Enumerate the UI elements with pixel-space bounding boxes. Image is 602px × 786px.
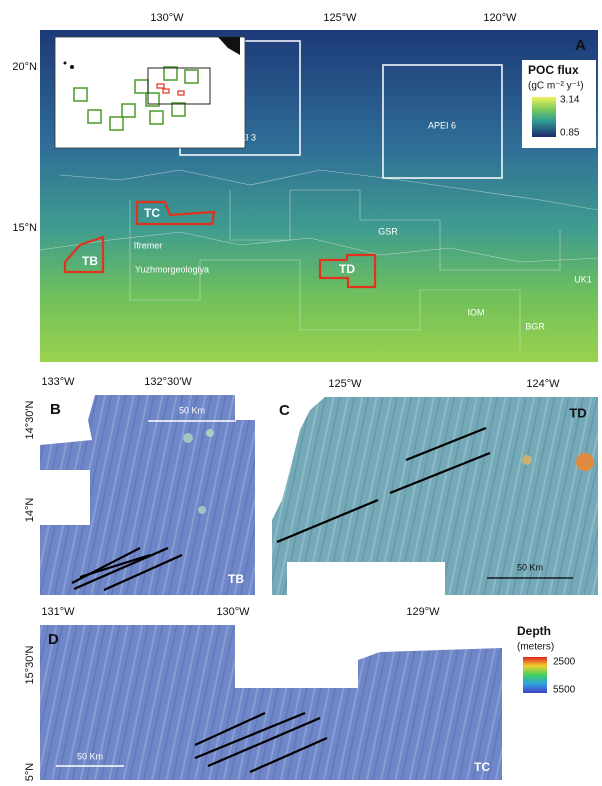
region-label: APEI 6 — [428, 120, 456, 130]
region-label: BGR — [525, 321, 545, 331]
x-label: 130°W — [150, 12, 184, 24]
scale-label: 50 Km — [517, 562, 543, 572]
site-label: TD — [569, 405, 586, 420]
legend-tick: 3.14 — [560, 95, 580, 106]
inset-map — [55, 37, 245, 148]
site-label: TB — [228, 572, 244, 586]
panel-letter: B — [50, 401, 61, 418]
x-label: 125°W — [323, 12, 357, 24]
y-label: 15°N — [12, 222, 37, 234]
scale-label: 50 Km — [77, 751, 103, 761]
legend-tick: 0.85 — [560, 128, 580, 139]
site-label: TC — [474, 760, 490, 774]
x-label: 129°W — [406, 606, 440, 618]
y-label: 20°N — [12, 61, 37, 73]
y-label: 14°N — [24, 498, 36, 523]
region-label: Yuzhmorgeologiya — [135, 264, 209, 274]
x-label: 131°W — [41, 606, 75, 618]
figure: 130°W 125°W 120°W 20°N 15°N A APEI 3 APE… — [0, 0, 602, 786]
site-label: TC — [144, 206, 160, 220]
colorbar — [532, 97, 556, 137]
site-label: TB — [82, 254, 98, 268]
x-label: 132°30'W — [144, 376, 192, 388]
legend-tick: 2500 — [553, 657, 576, 668]
region-label: Ifremer — [134, 240, 163, 250]
region-label: UK1 — [574, 274, 592, 284]
panel-b-map — [40, 395, 255, 595]
x-label: 124°W — [526, 378, 560, 390]
panel-letter: A — [575, 37, 586, 54]
panel-d-map — [40, 625, 502, 780]
legend-tick: 5500 — [553, 685, 576, 696]
legend-title: Depth — [517, 624, 551, 638]
scale-label: 50 Km — [179, 405, 205, 415]
legend-unit: (meters) — [517, 642, 554, 653]
y-label: 14°30'N — [24, 400, 36, 439]
x-label: 120°W — [483, 12, 517, 24]
x-label: 133°W — [41, 376, 75, 388]
region-label: IOM — [468, 307, 485, 317]
colorbar — [523, 657, 547, 693]
x-label: 130°W — [216, 606, 250, 618]
site-label: TD — [339, 262, 355, 276]
poc-legend: POC flux (gC m⁻² y⁻¹) 3.14 0.85 — [522, 60, 596, 148]
y-label: 15°30'N — [24, 645, 36, 684]
panel-letter: C — [279, 402, 290, 419]
panel-c-map — [272, 397, 598, 595]
panel-letter: D — [48, 631, 59, 648]
depth-legend: Depth (meters) 2500 5500 — [517, 624, 576, 695]
x-label: 125°W — [328, 378, 362, 390]
region-label: APEI 3 — [228, 132, 256, 142]
legend-unit: (gC m⁻² y⁻¹) — [528, 81, 584, 92]
legend-title: POC flux — [528, 63, 579, 77]
y-label: 5°N — [24, 763, 36, 782]
region-label: GSR — [378, 226, 398, 236]
